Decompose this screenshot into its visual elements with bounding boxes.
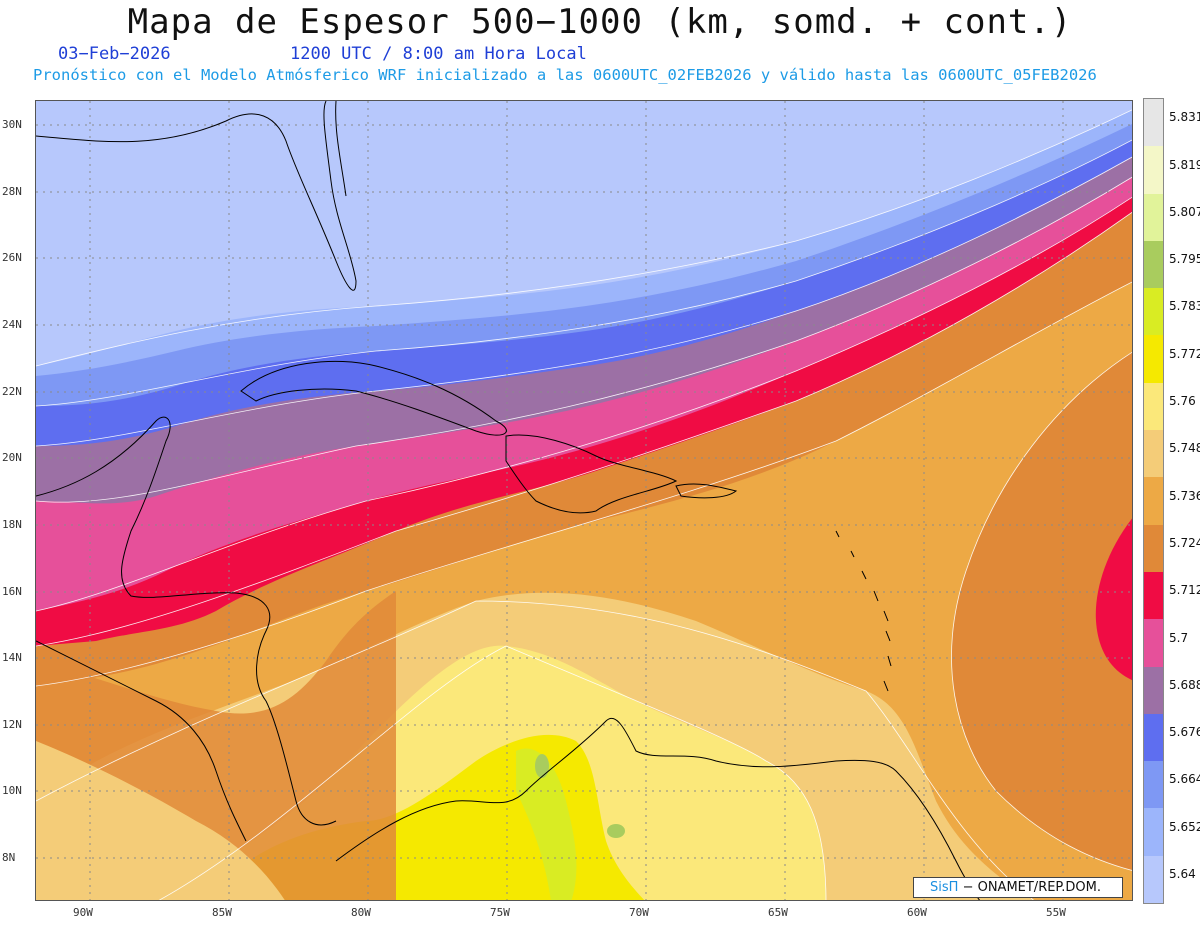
colorbar-label: 5.688 [1169, 677, 1200, 692]
coastlines [36, 101, 981, 900]
colorbar-label: 5.664 [1169, 772, 1200, 787]
colorbar-swatch [1144, 382, 1163, 431]
credit-box: SisΠ − ONAMET/REP.DOM. [913, 877, 1123, 898]
colorbar-label: 5.807 [1169, 204, 1200, 219]
colorbar-swatch [1144, 193, 1163, 242]
colorbar-label: 5.783 [1169, 299, 1200, 314]
lat-label: 18N [2, 518, 22, 531]
colorbar-swatch [1144, 808, 1163, 857]
colorbar-swatch [1144, 430, 1163, 478]
lat-label: 28N [2, 185, 22, 198]
colorbar-swatch [1144, 761, 1163, 809]
lat-label: 22N [2, 385, 22, 398]
field-5712-east [1095, 518, 1132, 680]
lat-label: 10N [2, 784, 22, 797]
colorbar-swatch [1144, 240, 1163, 289]
forecast-time: 1200 UTC / 8:00 am Hora Local [290, 44, 587, 64]
colorbar-label: 5.748 [1169, 441, 1200, 456]
lat-label: 26N [2, 251, 22, 264]
colorbar-label: 5.819 [1169, 157, 1200, 172]
colorbar-swatch [1144, 146, 1163, 195]
lat-label: 24N [2, 318, 22, 331]
lon-label: 80W [351, 906, 371, 919]
forecast-date: 03−Feb−2026 [58, 44, 171, 64]
colorbar-swatch [1144, 99, 1163, 147]
credit-text: − ONAMET/REP.DOM. [962, 880, 1101, 895]
colorbar-label: 5.7 [1169, 630, 1189, 645]
colorbar-swatch [1144, 477, 1163, 526]
lon-label: 85W [212, 906, 232, 919]
colorbar-label: 5.64 [1169, 867, 1196, 881]
lat-label: 8N [2, 851, 16, 864]
lon-label: 75W [490, 906, 510, 919]
colorbar-swatch [1144, 619, 1163, 668]
lat-label: 14N [2, 651, 22, 664]
colorbar-swatch [1144, 571, 1163, 620]
colorbar-label: 5.76 [1169, 394, 1196, 409]
colorbar-label: 5.772 [1169, 346, 1200, 361]
colorbar-label: 5.712 [1169, 583, 1200, 598]
colorbar-swatch [1144, 855, 1163, 904]
thickness-map [35, 100, 1133, 901]
colorbar-swatch [1144, 666, 1163, 715]
colorbar-label: 5.831 [1169, 110, 1200, 125]
sispi-logo: SisΠ [930, 880, 959, 895]
graticule [36, 101, 1132, 900]
field-5795 [535, 754, 549, 778]
lat-label: 16N [2, 585, 22, 598]
map-canvas [36, 101, 1132, 900]
field-5795-b [607, 824, 625, 838]
lat-label: 30N [2, 118, 22, 131]
colorbar [1143, 98, 1164, 904]
lon-label: 70W [629, 906, 649, 919]
lat-label: 12N [2, 718, 22, 731]
colorbar-swatch [1144, 713, 1163, 762]
colorbar-label: 5.652 [1169, 819, 1200, 834]
lon-label: 65W [768, 906, 788, 919]
contour-lines [36, 109, 1132, 900]
lon-label: 60W [907, 906, 927, 919]
colorbar-label: 5.676 [1169, 725, 1200, 740]
lon-label: 90W [73, 906, 93, 919]
colorbar-swatch [1144, 524, 1163, 573]
colorbar-label: 5.736 [1169, 488, 1200, 503]
lon-label: 55W [1046, 906, 1066, 919]
lat-label: 20N [2, 451, 22, 464]
band-5640 [36, 101, 1132, 366]
colorbar-label: 5.795 [1169, 252, 1200, 267]
field-5724-east [951, 352, 1132, 871]
colorbar-swatch [1144, 288, 1163, 336]
forecast-subtitle: Pronóstico con el Modelo Atmósferico WRF… [33, 66, 1097, 84]
map-title: Mapa de Espesor 500−1000 (km, somd. + co… [127, 2, 1073, 42]
colorbar-label: 5.724 [1169, 535, 1200, 550]
colorbar-swatch [1144, 335, 1163, 384]
